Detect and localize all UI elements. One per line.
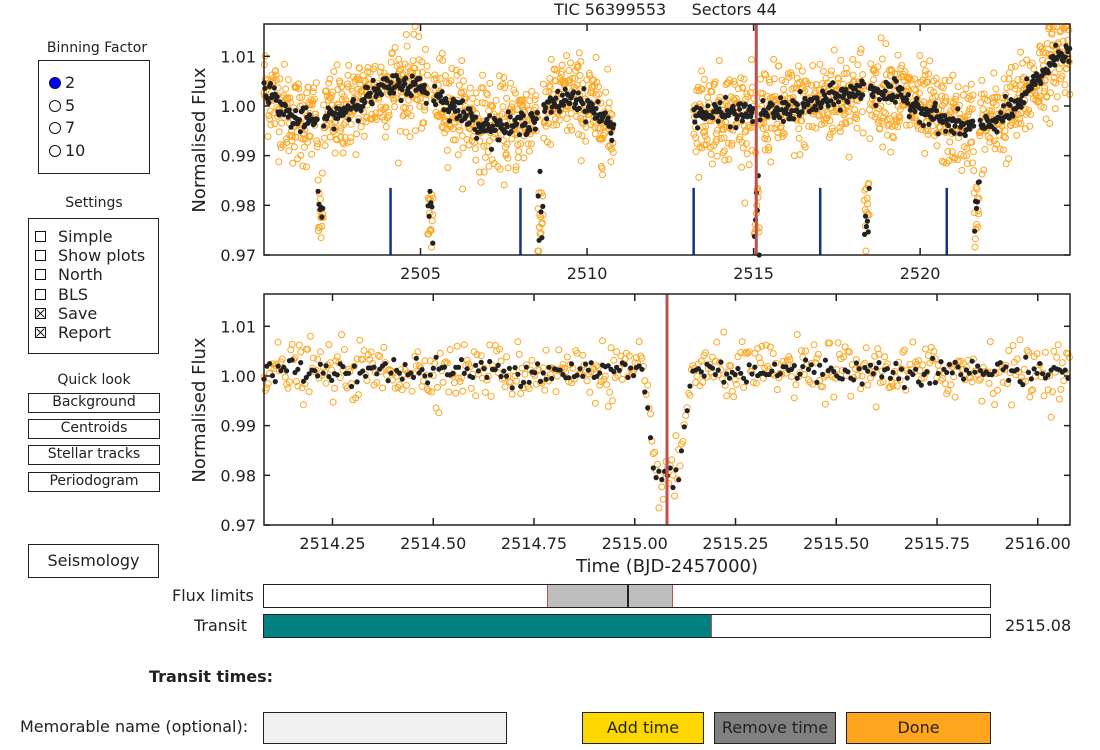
binning-option-5[interactable]: 5 [49, 96, 75, 115]
add-time-button[interactable]: Add time [582, 712, 704, 744]
plot-title: TIC 56399553 Sectors 44 [554, 0, 777, 19]
y-tick-label: 1.01 [220, 317, 256, 336]
x-tick-label: 2514.50 [400, 534, 466, 553]
flux-limits-midline [627, 585, 629, 607]
setting-report[interactable]: Report [35, 323, 111, 342]
y-tick-label: 1.00 [220, 97, 256, 116]
radio-selected-icon[interactable] [49, 76, 61, 89]
y-tick-label: 0.98 [220, 196, 256, 215]
bottom-plot-frame [263, 293, 1071, 526]
x-tick-label: 2515.50 [803, 534, 869, 553]
y-tick-label: 0.99 [220, 147, 256, 166]
x-tick-label: 2514.75 [501, 534, 567, 553]
x-tick-label: 2516.00 [1005, 534, 1071, 553]
quicklook-title: Quick look [57, 372, 131, 388]
x-tick-label: 2515.00 [602, 534, 668, 553]
flux-limits-range[interactable] [547, 585, 673, 607]
radio-icon[interactable] [49, 99, 61, 112]
x-tick-label: 2515.75 [904, 534, 970, 553]
checkbox-icon[interactable] [35, 269, 46, 280]
seismology-button[interactable]: Seismology [28, 544, 159, 578]
binning-option-7[interactable]: 7 [49, 118, 75, 137]
setting-bls[interactable]: BLS [35, 285, 88, 304]
checkbox-checked-icon[interactable] [35, 308, 46, 319]
transit-times-label: Transit times: [149, 667, 274, 686]
checkbox-checked-icon[interactable] [35, 327, 46, 338]
periodogram-button[interactable]: Periodogram [28, 472, 160, 492]
y-tick-label: 0.97 [220, 246, 256, 265]
setting-simple[interactable]: Simple [35, 227, 113, 246]
binning-option-10[interactable]: 10 [49, 141, 85, 160]
y-tick-label: 1.01 [220, 47, 256, 66]
checkbox-icon[interactable] [35, 250, 46, 261]
background-button[interactable]: Background [28, 393, 160, 413]
setting-save[interactable]: Save [35, 304, 97, 323]
flux-limits-label: Flux limits [172, 586, 254, 605]
settings-title: Settings [65, 195, 123, 211]
radio-icon[interactable] [49, 144, 61, 157]
checkbox-icon[interactable] [35, 231, 46, 242]
done-button[interactable]: Done [846, 712, 991, 744]
x-tick-label: 2505 [400, 264, 441, 283]
sectors-label: Sectors 44 [691, 0, 777, 19]
zoomed-lightcurve-points [260, 328, 1073, 512]
transit-value: 2515.08 [1005, 616, 1072, 635]
full-lightcurve-points [260, 23, 1074, 258]
setting-north[interactable]: North [35, 265, 103, 284]
transit-slider[interactable] [263, 614, 991, 638]
binning-radio-group[interactable]: 2 5 7 10 [38, 60, 150, 174]
bottom-xlabel: Time (BJD-2457000) [575, 556, 758, 577]
y-tick-label: 0.97 [220, 516, 256, 535]
top-ylabel: Normalised Flux [189, 67, 210, 212]
x-tick-label: 2510 [567, 264, 608, 283]
top-plot-frame [263, 23, 1071, 256]
setting-show-plots[interactable]: Show plots [35, 246, 145, 265]
x-tick-label: 2520 [900, 264, 941, 283]
binning-option-2[interactable]: 2 [49, 73, 75, 92]
remove-time-button[interactable]: Remove time [714, 712, 836, 744]
checkbox-icon[interactable] [35, 289, 46, 300]
x-tick-label: 2515 [733, 264, 774, 283]
bottom-ylabel: Normalised Flux [189, 337, 210, 482]
transit-slider-fill[interactable] [264, 615, 713, 637]
zoomed-lightcurve-plot[interactable]: 2514.25 2514.50 2514.75 2515.00 2515.25 2515.… [0, 288, 1100, 578]
memorable-name-input[interactable] [263, 712, 507, 744]
target-name: TIC 56399553 [554, 0, 667, 19]
flux-limits-slider[interactable] [263, 584, 991, 608]
y-tick-label: 0.98 [220, 466, 256, 485]
stellar-tracks-button[interactable]: Stellar tracks [28, 445, 160, 465]
transit-slider-label: Transit [194, 616, 247, 635]
memorable-name-label: Memorable name (optional): [20, 717, 249, 736]
centroids-button[interactable]: Centroids [28, 419, 160, 439]
y-tick-label: 0.99 [220, 417, 256, 436]
x-tick-label: 2515.25 [702, 534, 768, 553]
settings-checkbox-group[interactable]: Simple Show plots North BLS Save Report [28, 218, 159, 354]
binning-title: Binning Factor [46, 40, 148, 56]
radio-icon[interactable] [49, 121, 61, 134]
x-tick-label: 2514.25 [299, 534, 365, 553]
y-tick-label: 1.00 [220, 367, 256, 386]
